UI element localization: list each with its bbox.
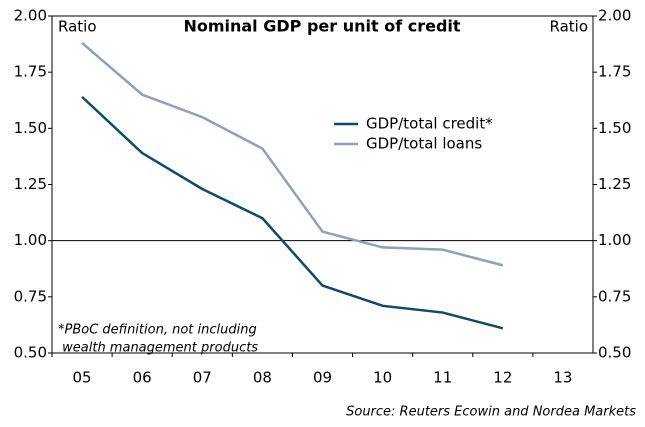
x-tick-label: 08	[253, 369, 272, 387]
series-line	[81, 95, 504, 330]
source: Source: Reuters Ecowin and Nordea Market…	[346, 405, 636, 420]
y-tick-label: 0.75	[14, 287, 47, 305]
y2-tick-label: 0.50	[598, 344, 631, 362]
y-tick-label: 1.00	[14, 231, 47, 249]
y-tick-label: 2.00	[14, 7, 47, 25]
note: wealth management products	[58, 341, 258, 356]
x-tick-label: 09	[313, 369, 332, 387]
note: *PBoC definition, not including	[58, 323, 257, 338]
y2-tick-label: 1.00	[598, 231, 631, 249]
series-line	[81, 42, 504, 267]
y2-tick-label: 1.25	[598, 175, 631, 193]
chart-title: Nominal GDP per unit of credit	[183, 17, 460, 36]
x-tick-label: 07	[193, 369, 212, 387]
x-tick-label: 05	[73, 369, 92, 387]
x-tick-label: 06	[133, 369, 152, 387]
y2-tick-label: 1.75	[598, 63, 631, 81]
y2-tick-label: 0.75	[598, 287, 631, 305]
x-tick-label: 12	[493, 369, 512, 387]
plot-frame	[51, 15, 594, 354]
x-tick-label: 11	[433, 369, 452, 387]
x-tick-label: 10	[373, 369, 392, 387]
y2-tick-label: 2.00	[598, 7, 631, 25]
y2-axis-label: Ratio	[549, 18, 588, 36]
y-tick-label: 1.75	[14, 63, 47, 81]
y-axis-label: Ratio	[58, 18, 97, 36]
y-tick-label: 1.25	[14, 175, 47, 193]
legend-label: GDP/total loans	[366, 135, 482, 153]
y-tick-label: 0.50	[14, 344, 47, 362]
legend-label: GDP/total credit*	[366, 115, 493, 133]
y-tick-label: 1.50	[14, 119, 47, 137]
x-tick-label: 13	[553, 369, 572, 387]
y2-tick-label: 1.50	[598, 119, 631, 137]
